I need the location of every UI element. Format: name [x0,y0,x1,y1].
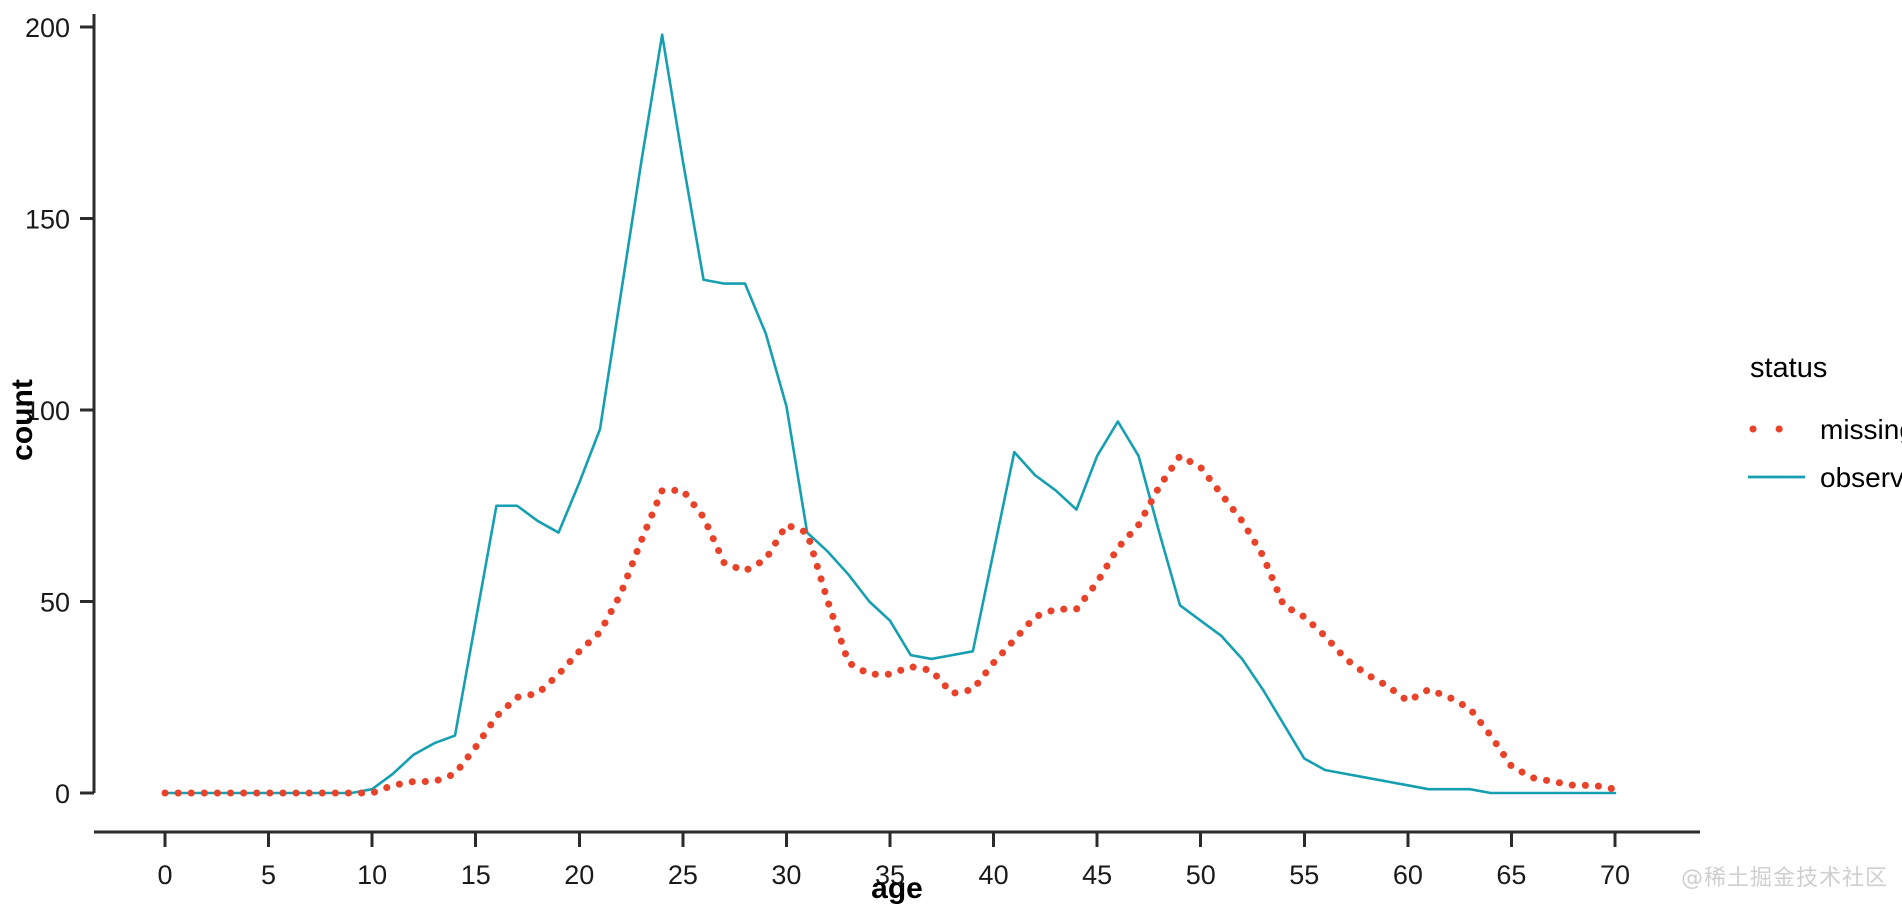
x-axis-tick-label: 5 [261,860,276,890]
y-axis-tick-label: 150 [25,205,70,235]
x-axis-tick-label: 60 [1393,860,1423,890]
y-axis-tick-label: 0 [55,779,70,809]
y-axis-tick-label: 100 [25,396,70,426]
data-series-layer [161,33,1619,797]
legend-item-label-observed[interactable]: observed [1820,462,1902,493]
x-axis-tick-label: 45 [1082,860,1112,890]
x-axis-tick-label: 40 [979,860,1009,890]
x-axis-tick-label: 10 [357,860,387,890]
series-line-missing [161,451,1619,797]
x-axis-ticks: 0 5 10 15 20 25 30 35 40 45 50 55 60 65 70 [157,832,1630,890]
watermark: @稀土掘金技术社区 [1680,866,1888,891]
x-axis-title: age [871,872,923,905]
x-axis-tick-label: 65 [1496,860,1526,890]
y-axis-tick-label: 50 [40,588,70,618]
y-axis-ticks: 0 50 100 150 200 [25,13,94,809]
x-axis-tick-label: 50 [1186,860,1216,890]
x-axis-tick-label: 30 [771,860,801,890]
y-axis-tick-label: 200 [25,13,70,43]
legend-title: status [1750,352,1827,384]
legend: status missing observed [1748,352,1902,493]
x-axis-tick-label: 35 [875,860,905,890]
x-axis-tick-label: 55 [1289,860,1319,890]
x-axis-tick-label: 70 [1600,860,1630,890]
x-axis-tick-label: 25 [668,860,698,890]
y-axis-title: count [6,379,39,461]
x-axis-tick-label: 0 [157,860,172,890]
x-axis-tick-label: 15 [461,860,491,890]
x-axis-tick-label: 20 [564,860,594,890]
series-line-observed [163,33,1617,795]
legend-item-label-missing[interactable]: missing [1820,414,1902,445]
